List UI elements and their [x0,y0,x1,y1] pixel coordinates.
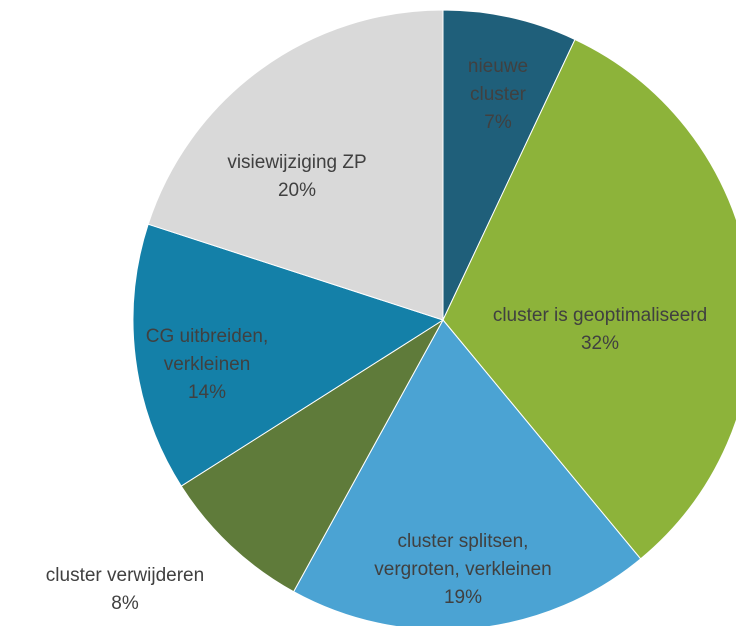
category-label: cluster is geoptimaliseerd [493,305,707,326]
category-label: verkleinen [164,354,251,375]
slice-label: cluster is geoptimaliseerd 32% [493,305,707,354]
value-label: 20% [278,180,316,201]
category-label: CG uitbreiden, [146,326,269,347]
slice-label: nieuwe cluster 7% [468,56,528,133]
value-label: 14% [188,382,226,403]
category-label: visiewijziging ZP [227,152,366,173]
category-label: nieuwe [468,56,528,77]
pie-slice [292,319,642,626]
value-label: 8% [111,593,139,614]
category-label: cluster verwijderen [46,565,204,586]
value-label: 7% [484,112,512,133]
pie-slice [180,319,444,593]
value-label: 19% [444,587,482,608]
pie-slice [442,38,736,560]
category-label: cluster splitsen, [398,531,529,552]
pie-slice [147,9,444,321]
slice-label: CG uitbreiden, verkleinen 14% [146,326,269,403]
category-label: vergroten, verkleinen [374,559,551,580]
category-label: cluster [470,84,527,105]
slice-label: cluster splitsen, vergroten, verkleinen 19… [374,531,551,608]
pie-slice [442,9,576,321]
value-label: 32% [581,333,619,354]
pie-slice [132,223,445,487]
slice-label: cluster verwijderen 8% [46,565,204,614]
slice-label: visiewijziging ZP 20% [227,152,366,201]
